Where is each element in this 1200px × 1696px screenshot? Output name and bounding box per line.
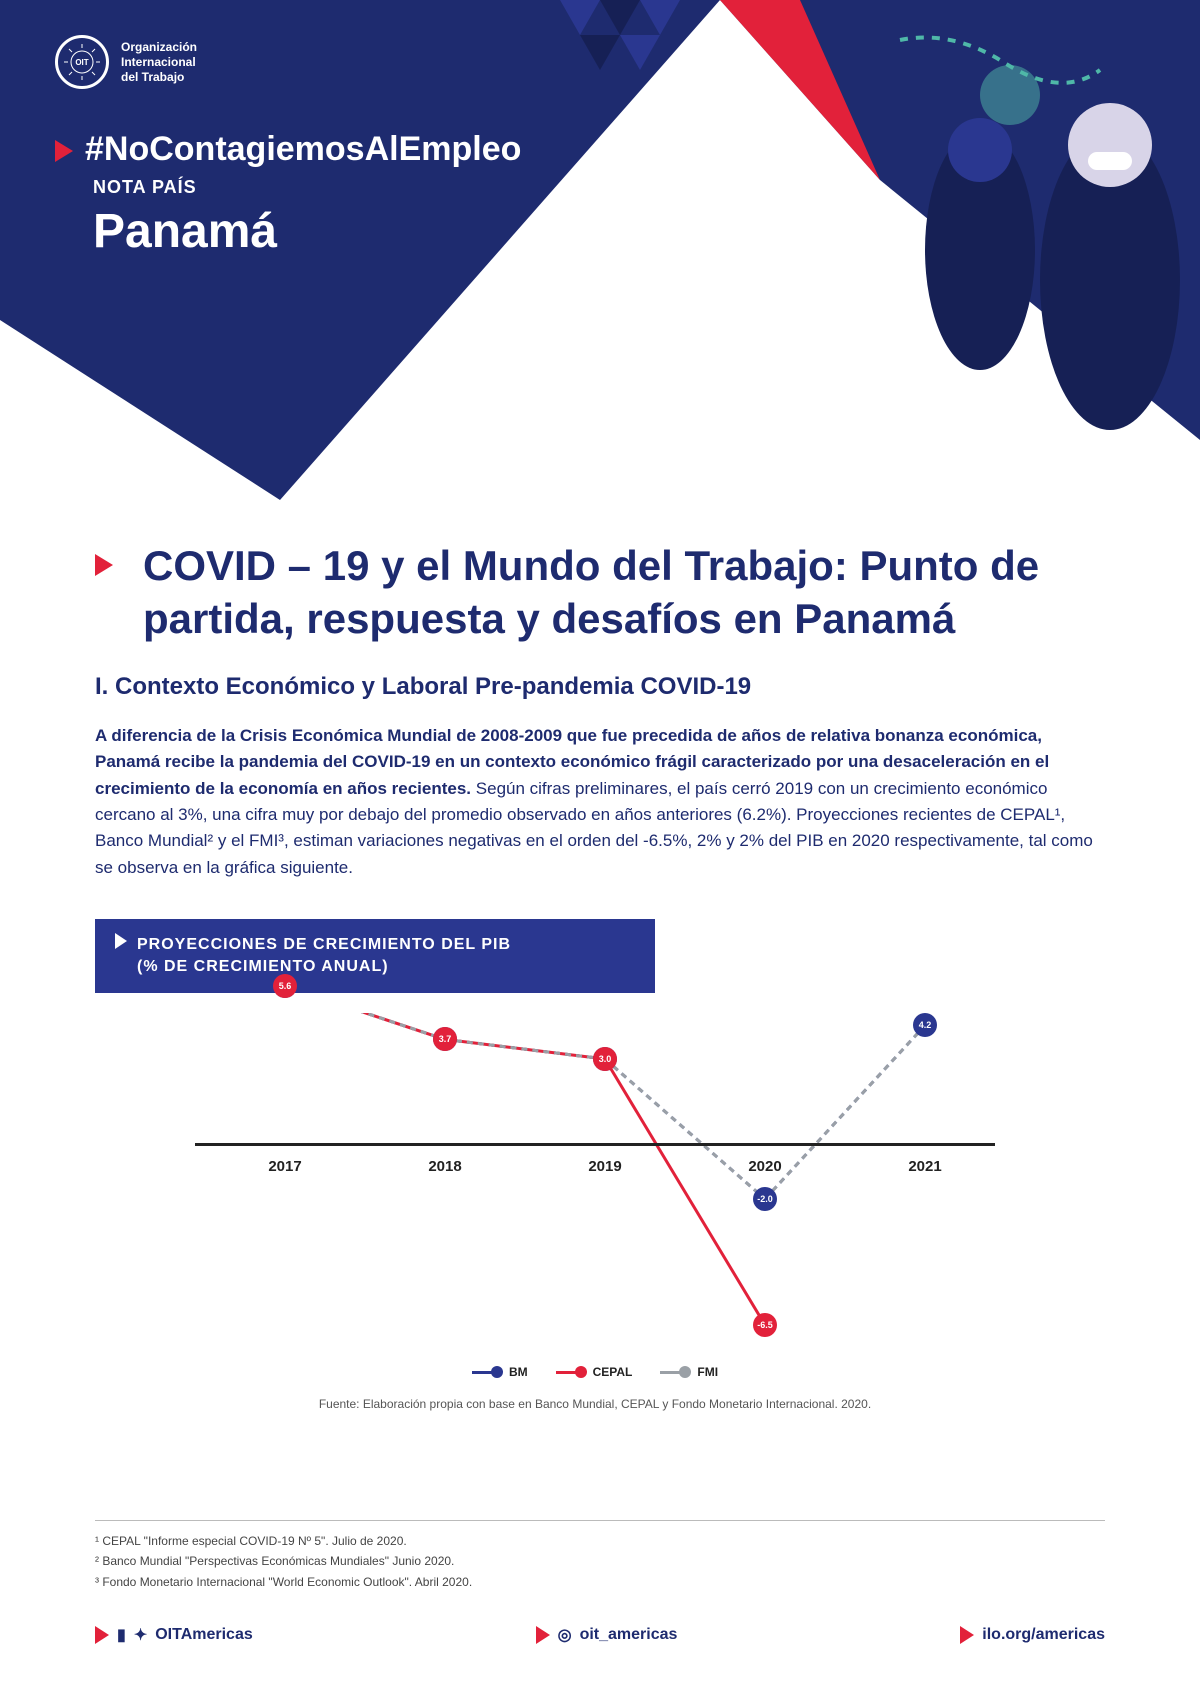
hashtag-text: #NoContagiemosAlEmpleo xyxy=(85,130,521,168)
logo-mark: OIT xyxy=(55,35,109,89)
facebook-icon: ▮ xyxy=(117,1625,126,1645)
x-axis-label: 2021 xyxy=(908,1158,941,1175)
instagram-icon: ◎ xyxy=(558,1625,572,1645)
chart-header-line: PROYECCIONES DE CRECIMIENTO DEL PIB xyxy=(137,936,511,953)
x-axis-label: 2019 xyxy=(588,1158,621,1175)
hashtag-block: #NoContagiemosAlEmpleo NOTA PAÍS Panamá xyxy=(55,130,521,259)
footer-handle: oit_americas xyxy=(580,1626,678,1644)
org-logo: OIT Organización Internacional del Traba… xyxy=(55,35,197,89)
footer-social-1: ▮ ✦ OITAmericas xyxy=(95,1625,253,1645)
footer-url: ilo.org/americas xyxy=(982,1626,1105,1644)
data-point: -2.0 xyxy=(753,1187,777,1211)
triangle-icon xyxy=(55,140,73,162)
data-point: 3.0 xyxy=(593,1047,617,1071)
org-name-line: Organización xyxy=(121,40,197,55)
data-point: 5.6 xyxy=(273,974,297,998)
x-axis xyxy=(195,1143,995,1146)
legend-label: CEPAL xyxy=(593,1365,633,1379)
legend-item: FMI xyxy=(660,1365,718,1379)
x-axis-label: 2020 xyxy=(748,1158,781,1175)
footer-link: ilo.org/americas xyxy=(960,1625,1105,1645)
chart-header-line: (% DE CRECIMIENTO ANUAL) xyxy=(137,958,389,975)
triangle-icon xyxy=(536,1626,550,1644)
footnotes: ¹ CEPAL "Informe especial COVID-19 Nº 5"… xyxy=(95,1520,1105,1592)
svg-text:OIT: OIT xyxy=(75,58,88,67)
legend-item: CEPAL xyxy=(556,1365,633,1379)
footnote: ¹ CEPAL "Informe especial COVID-19 Nº 5"… xyxy=(95,1531,1105,1551)
chart-header: PROYECCIONES DE CRECIMIENTO DEL PIB (% D… xyxy=(95,919,655,993)
triangle-icon xyxy=(960,1626,974,1644)
data-point: 4.2 xyxy=(913,1013,937,1037)
org-name-line: Internacional xyxy=(121,55,197,70)
legend-label: BM xyxy=(509,1365,528,1379)
main-title: COVID – 19 y el Mundo del Trabajo: Punto… xyxy=(143,540,1105,645)
twitter-icon: ✦ xyxy=(134,1625,147,1645)
divider xyxy=(95,1520,1105,1521)
legend-item: BM xyxy=(472,1365,528,1379)
org-name-line: del Trabajo xyxy=(121,70,197,85)
chart: 201720182019202020215.63.73.0-2.04.25.63… xyxy=(195,1013,995,1412)
footnote: ² Banco Mundial "Perspectivas Económicas… xyxy=(95,1551,1105,1571)
footnote: ³ Fondo Monetario Internacional "World E… xyxy=(95,1572,1105,1592)
x-axis-label: 2017 xyxy=(268,1158,301,1175)
country-name: Panamá xyxy=(93,204,521,259)
chart-legend: BM CEPAL FMI xyxy=(195,1363,995,1380)
section-title: I. Contexto Económico y Laboral Pre-pand… xyxy=(95,673,1105,701)
chart-source: Fuente: Elaboración propia con base en B… xyxy=(195,1397,995,1411)
x-axis-label: 2018 xyxy=(428,1158,461,1175)
nota-label: NOTA PAÍS xyxy=(93,177,521,198)
triangle-icon xyxy=(95,1626,109,1644)
org-name: Organización Internacional del Trabajo xyxy=(121,40,197,85)
legend-label: FMI xyxy=(697,1365,718,1379)
triangle-icon xyxy=(115,933,127,949)
footer: ▮ ✦ OITAmericas ◎ oit_americas ilo.org/a… xyxy=(95,1625,1105,1645)
footer-social-2: ◎ oit_americas xyxy=(536,1625,678,1645)
footer-handle: OITAmericas xyxy=(155,1626,253,1644)
intro-paragraph: A diferencia de la Crisis Económica Mund… xyxy=(95,723,1105,881)
data-point: 3.7 xyxy=(433,1027,457,1051)
data-point: -6.5 xyxy=(753,1313,777,1337)
triangle-icon xyxy=(95,554,113,576)
main-title-row: COVID – 19 y el Mundo del Trabajo: Punto… xyxy=(95,540,1105,645)
